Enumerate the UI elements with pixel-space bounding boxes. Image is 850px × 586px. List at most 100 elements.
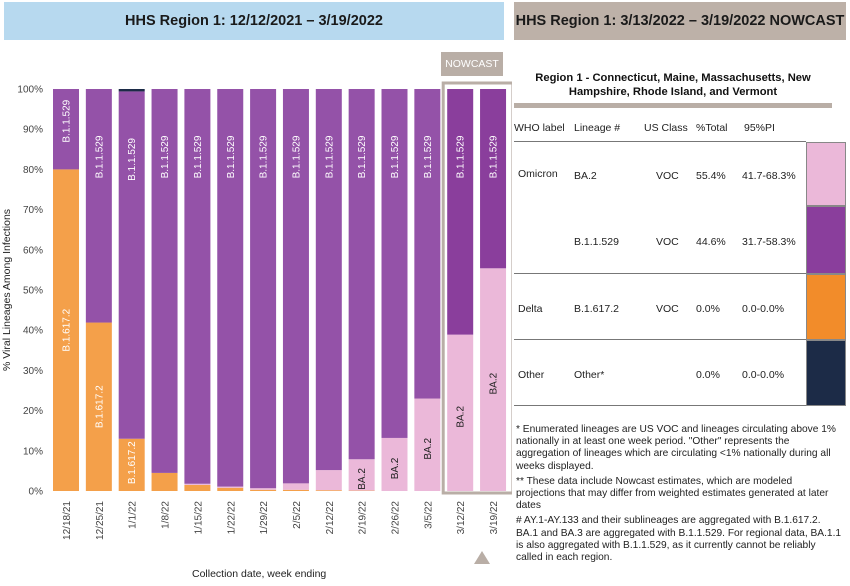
footnote: * Enumerated lineages are US VOC and lin…	[516, 424, 836, 472]
bar-segment	[414, 398, 441, 491]
bar-segment	[217, 89, 244, 487]
table-header-line	[514, 141, 806, 142]
stacked-bar-chart: % Viral Lineages Among Infections 0% 10% 20…	[1, 81, 512, 540]
bar-label: B.1.617.2	[94, 385, 105, 428]
row-ba2-pi: 41.7-68.3%	[742, 170, 796, 182]
bar-segment	[381, 89, 408, 438]
row-other-pi: 0.0-0.0%	[742, 369, 785, 381]
x-tick-label: 1/1/22	[128, 501, 139, 529]
header-left: HHS Region 1: 12/12/2021 – 3/19/2022	[4, 2, 504, 40]
table-row-line	[514, 405, 806, 406]
x-tick-label: 2/26/22	[391, 501, 402, 535]
bar-label: BA.2	[423, 437, 434, 459]
row-delta-class: VOC	[656, 303, 679, 315]
bar-label: B.1.1.529	[193, 135, 204, 178]
footnote: ** These data include Nowcast estimates,…	[516, 475, 829, 512]
y-tick-label: 50%	[23, 286, 43, 297]
bar-segment	[348, 89, 375, 460]
swatch-other	[806, 340, 846, 406]
bar-label: B.1.617.2	[127, 441, 138, 484]
bar-label: B.1.1.529	[456, 135, 467, 178]
bar-segment	[282, 483, 309, 490]
y-axis-label: % Viral Lineages Among Infections	[1, 209, 13, 371]
y-tick-label: 0%	[29, 487, 44, 498]
bar-segment	[250, 89, 277, 489]
region-title: Region 1 - Connecticut, Maine, Massachus…	[535, 72, 811, 98]
bar-label: B.1.1.529	[62, 99, 73, 142]
x-tick-label: 3/5/22	[423, 501, 434, 529]
x-tick-label: 3/19/22	[489, 501, 500, 535]
bar-segment	[118, 89, 145, 92]
bar-label: B.1.1.529	[357, 135, 368, 178]
row-delta-who: Delta	[518, 303, 543, 315]
y-tick-label: 80%	[23, 165, 43, 176]
bar-segment	[447, 89, 474, 335]
x-axis-label: Collection date, week ending	[192, 568, 327, 580]
bar-segment	[85, 89, 112, 323]
bar-label: B.1.1.529	[390, 135, 401, 178]
bar-label: B.1.1.529	[94, 135, 105, 178]
bar-label: B.1.1.529	[160, 135, 171, 178]
row-delta-pi: 0.0-0.0%	[742, 303, 785, 315]
bar-segment	[217, 486, 244, 488]
nowcast-tag: NOWCAST	[441, 52, 503, 76]
row-delta-total: 0.0%	[696, 303, 720, 315]
bar-label: BA.2	[390, 457, 401, 479]
bar-label: B.1.1.529	[291, 135, 302, 178]
y-tick-label: 90%	[23, 125, 43, 136]
y-tick-label: 40%	[23, 326, 43, 337]
x-tick-label: 2/12/22	[325, 501, 336, 535]
bar-segment	[480, 89, 507, 269]
bar-label: BA.2	[456, 406, 467, 428]
bar-segment	[348, 459, 375, 491]
bar-segment	[447, 334, 474, 491]
bar-segment	[184, 89, 211, 484]
table-row-line	[514, 339, 806, 340]
bar-segment	[118, 91, 145, 439]
bar-segment	[85, 322, 112, 491]
nowcast-frame	[441, 81, 512, 495]
swatch-b11529	[806, 206, 846, 274]
x-tick-label: 12/25/21	[95, 501, 106, 540]
x-tick-label: 1/15/22	[193, 501, 204, 535]
row-ba2-class: VOC	[656, 170, 679, 182]
y-tick-label: 60%	[23, 245, 43, 256]
bar-label: B.1.1.529	[226, 135, 237, 178]
bar-label: B.1.1.529	[489, 135, 500, 178]
row-b11529-pi: 31.7-58.3%	[742, 236, 796, 248]
bar-label: B.1.617.2	[62, 308, 73, 351]
y-tick-label: 20%	[23, 406, 43, 417]
x-tick-label: 2/5/22	[292, 501, 303, 529]
row-other-who: Other	[518, 369, 545, 381]
x-tick-label: 2/19/22	[358, 501, 369, 535]
row-b11529-class: VOC	[656, 236, 679, 248]
y-tick-label: 70%	[23, 205, 43, 216]
bar-segment	[53, 169, 79, 491]
title-divider	[514, 103, 832, 108]
y-tick-label: 10%	[23, 446, 43, 457]
bar-segment	[381, 437, 408, 491]
bar-label: B.1.1.529	[423, 135, 434, 178]
table-row-line	[514, 273, 806, 274]
bar-segment	[480, 268, 507, 491]
nowcast-arrow-icon	[474, 551, 490, 564]
row-omicron-who: Omicron	[518, 168, 558, 180]
footnotes: * Enumerated lineages are US VOC and lin…	[516, 424, 842, 567]
x-tick-label: 1/22/22	[226, 501, 237, 535]
row-b11529-total: 44.6%	[696, 236, 726, 248]
bar-segment	[282, 489, 309, 491]
th-who: WHO label	[514, 122, 565, 134]
bar-segment	[315, 490, 342, 491]
th-pi: 95%PI	[744, 122, 775, 134]
x-tick-label: 1/8/22	[161, 501, 172, 529]
th-total: %Total	[696, 122, 728, 134]
bar-segment	[250, 488, 277, 490]
bar-segment	[118, 438, 145, 491]
x-tick-label: 3/12/22	[456, 501, 467, 535]
bar-segment	[184, 483, 211, 485]
x-tick-label: 1/29/22	[259, 501, 270, 535]
bar-segment	[250, 489, 277, 491]
header-right: HHS Region 1: 3/13/2022 – 3/19/2022 NOWC…	[514, 2, 846, 40]
y-tick-label: 30%	[23, 366, 43, 377]
bar-label: B.1.1.529	[127, 138, 138, 181]
